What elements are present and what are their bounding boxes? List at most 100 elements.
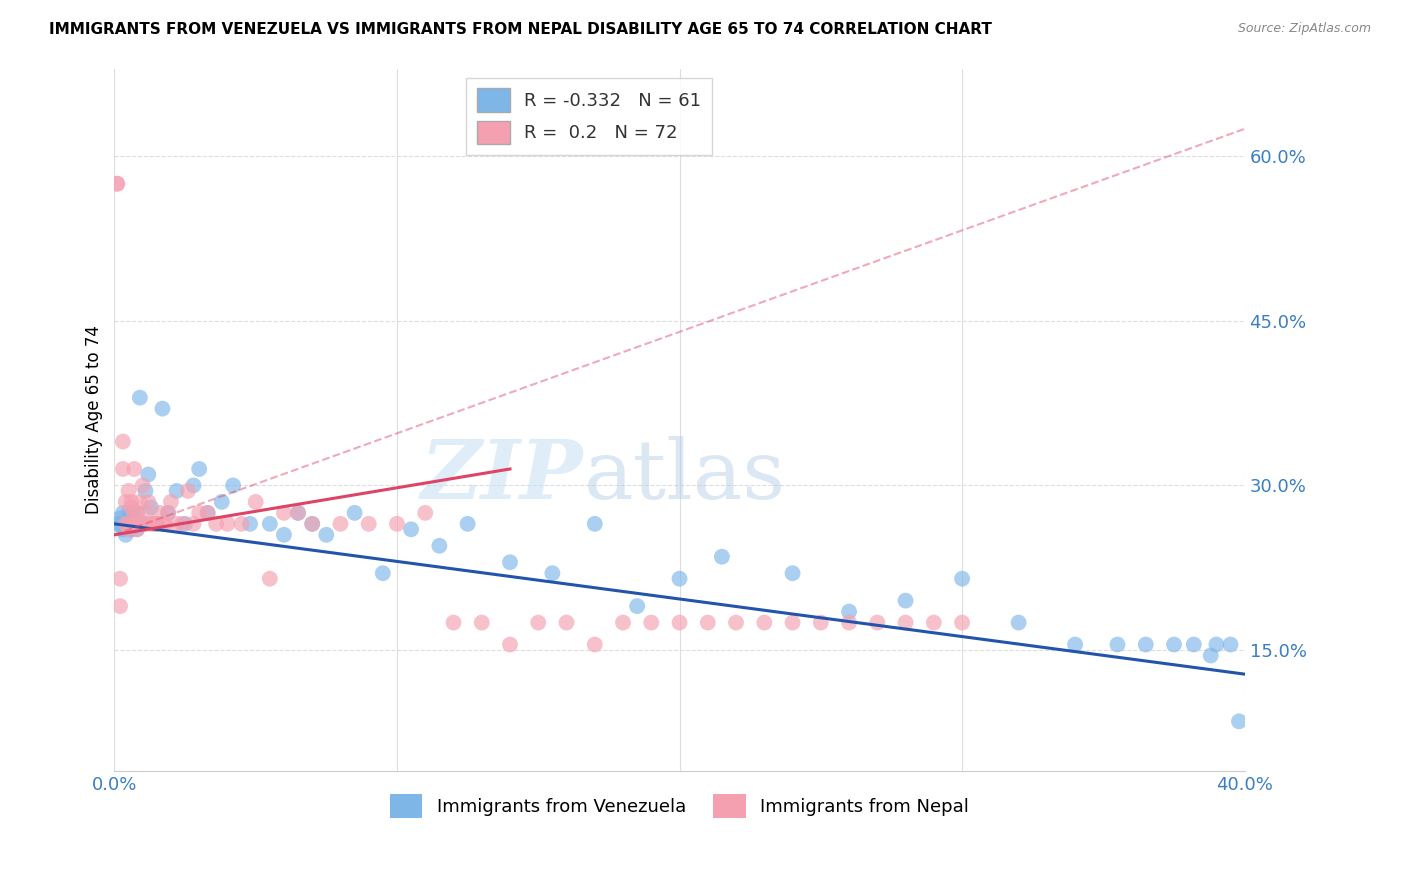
Point	[205, 516, 228, 531]
Point	[471, 615, 494, 630]
Point	[117, 516, 139, 531]
Point	[166, 483, 188, 498]
Point	[149, 506, 172, 520]
Point	[134, 483, 156, 498]
Point	[1163, 638, 1185, 652]
Point	[117, 483, 139, 498]
Point	[108, 511, 131, 525]
Point	[555, 615, 578, 630]
Point	[183, 516, 205, 531]
Point	[111, 462, 134, 476]
Point	[117, 516, 139, 531]
Point	[1182, 638, 1205, 652]
Point	[259, 516, 281, 531]
Point	[315, 528, 337, 542]
Point	[894, 593, 917, 607]
Point	[343, 506, 366, 520]
Point	[357, 516, 380, 531]
Text: IMMIGRANTS FROM VENEZUELA VS IMMIGRANTS FROM NEPAL DISABILITY AGE 65 TO 74 CORRE: IMMIGRANTS FROM VENEZUELA VS IMMIGRANTS …	[49, 22, 993, 37]
Point	[136, 467, 159, 482]
Point	[838, 605, 860, 619]
Point	[122, 462, 145, 476]
Point	[120, 495, 142, 509]
Point	[457, 516, 479, 531]
Point	[122, 506, 145, 520]
Point	[245, 495, 267, 509]
Point	[1199, 648, 1222, 663]
Text: atlas: atlas	[583, 436, 786, 516]
Point	[108, 516, 131, 531]
Point	[122, 511, 145, 525]
Point	[499, 638, 522, 652]
Point	[136, 495, 159, 509]
Point	[1219, 638, 1241, 652]
Point	[108, 599, 131, 614]
Point	[146, 516, 169, 531]
Point	[166, 516, 188, 531]
Point	[120, 522, 142, 536]
Point	[443, 615, 465, 630]
Point	[120, 516, 142, 531]
Point	[111, 522, 134, 536]
Point	[527, 615, 550, 630]
Point	[710, 549, 733, 564]
Text: Source: ZipAtlas.com: Source: ZipAtlas.com	[1237, 22, 1371, 36]
Point	[183, 478, 205, 492]
Point	[114, 516, 136, 531]
Point	[668, 615, 690, 630]
Point	[152, 516, 174, 531]
Point	[273, 528, 295, 542]
Point	[131, 516, 153, 531]
Point	[134, 516, 156, 531]
Point	[754, 615, 776, 630]
Y-axis label: Disability Age 65 to 74: Disability Age 65 to 74	[86, 326, 103, 514]
Point	[222, 478, 245, 492]
Point	[139, 516, 162, 531]
Point	[125, 522, 148, 536]
Point	[1135, 638, 1157, 652]
Point	[640, 615, 662, 630]
Point	[128, 495, 150, 509]
Point	[583, 638, 606, 652]
Point	[172, 516, 194, 531]
Point	[259, 572, 281, 586]
Point	[301, 516, 323, 531]
Point	[1205, 638, 1227, 652]
Point	[782, 615, 804, 630]
Point	[782, 566, 804, 581]
Point	[157, 506, 180, 520]
Point	[950, 572, 973, 586]
Point	[499, 555, 522, 569]
Point	[894, 615, 917, 630]
Point	[427, 539, 450, 553]
Point	[922, 615, 945, 630]
Point	[131, 516, 153, 531]
Point	[725, 615, 748, 630]
Point	[157, 506, 180, 520]
Point	[1064, 638, 1087, 652]
Point	[385, 516, 408, 531]
Point	[122, 516, 145, 531]
Point	[197, 506, 219, 520]
Point	[120, 506, 142, 520]
Point	[111, 506, 134, 520]
Point	[188, 506, 211, 520]
Point	[287, 506, 309, 520]
Point	[231, 516, 253, 531]
Point	[239, 516, 262, 531]
Point	[301, 516, 323, 531]
Point	[139, 500, 162, 515]
Text: ZIP: ZIP	[420, 436, 583, 516]
Point	[155, 516, 177, 531]
Point	[371, 566, 394, 581]
Point	[114, 516, 136, 531]
Point	[1007, 615, 1029, 630]
Point	[131, 478, 153, 492]
Point	[612, 615, 634, 630]
Point	[120, 500, 142, 515]
Point	[174, 516, 197, 531]
Point	[287, 506, 309, 520]
Point	[105, 516, 128, 531]
Point	[108, 572, 131, 586]
Point	[105, 177, 128, 191]
